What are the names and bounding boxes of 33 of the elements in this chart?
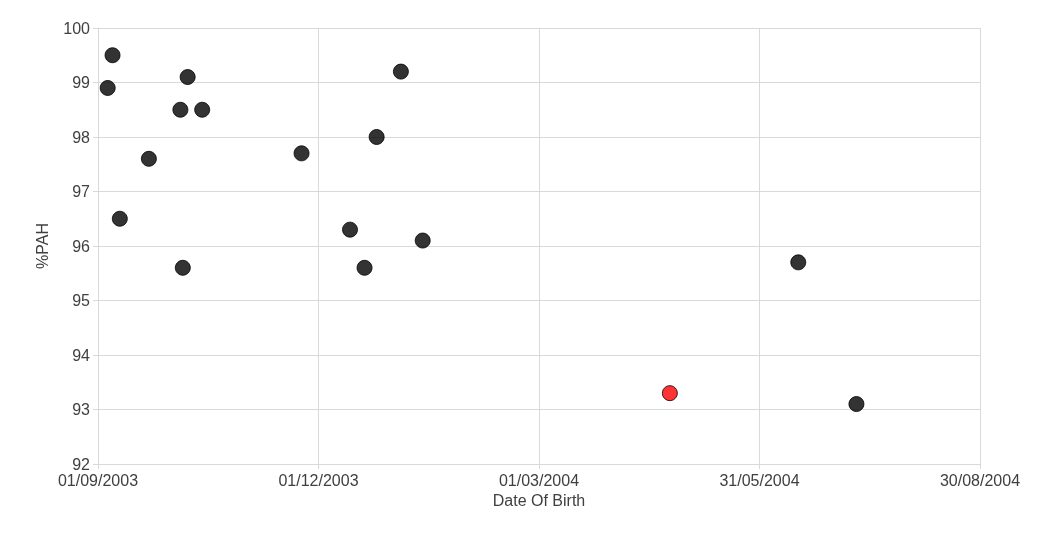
- y-tick-label: 92: [72, 455, 91, 473]
- x-tick-label: 31/05/2004: [719, 471, 800, 489]
- point: [392, 63, 409, 80]
- point: [414, 232, 431, 249]
- point: [111, 210, 128, 227]
- y-tick-label: 94: [72, 346, 91, 364]
- point: [790, 254, 807, 271]
- point: [179, 69, 196, 86]
- point: [140, 150, 157, 167]
- x-tick-label: 01/03/2004: [498, 471, 580, 489]
- point: [104, 47, 121, 64]
- point: [172, 101, 189, 118]
- y-tick-label: 97: [72, 183, 91, 200]
- point: [368, 129, 385, 145]
- point: [342, 221, 358, 238]
- x-tick-label: 30/08/2004: [939, 471, 1021, 489]
- y-tick-label: 98: [72, 128, 91, 146]
- x-tick-label: 01/12/2003: [278, 471, 359, 489]
- y-tick-label: 99: [72, 74, 91, 91]
- point: [174, 259, 191, 276]
- x-tick-label: 01/09/2003: [57, 471, 139, 489]
- point: [293, 145, 310, 162]
- point: [356, 259, 373, 276]
- y-tick-label: 95: [72, 292, 91, 309]
- y-tick-label: 93: [72, 401, 91, 418]
- point: [661, 385, 678, 402]
- y-tick-label: 96: [72, 237, 91, 255]
- y-axis-title: %PAH: [33, 223, 51, 269]
- point: [194, 101, 211, 118]
- point: [99, 79, 116, 96]
- point: [848, 396, 865, 413]
- y-tick-label: 100: [63, 19, 91, 37]
- x-axis-title: Date Of Birth: [492, 492, 586, 510]
